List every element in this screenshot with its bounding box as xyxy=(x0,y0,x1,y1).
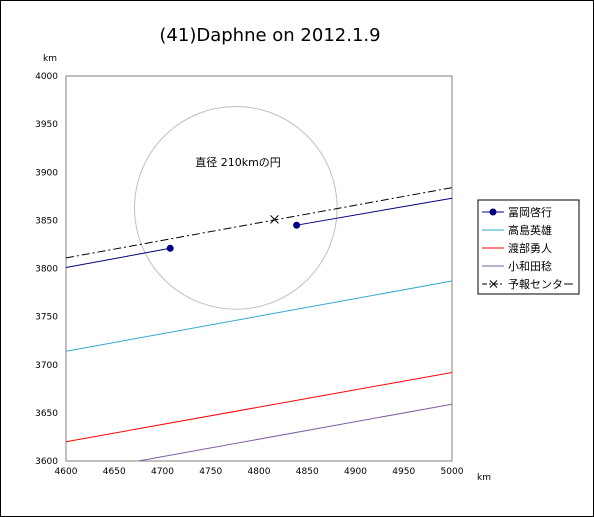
series-line xyxy=(138,403,452,461)
x-axis-label: km xyxy=(477,473,491,483)
center-cross-marker xyxy=(270,215,279,224)
y-tick-label: 4000 xyxy=(35,72,58,82)
series-layer xyxy=(66,187,452,461)
y-tick-label: 3650 xyxy=(35,409,58,419)
y-tick-label: 3950 xyxy=(35,120,58,130)
legend-label: 冨岡啓行 xyxy=(508,205,552,219)
legend-marker xyxy=(489,208,497,216)
chart-title: (41)Daphne on 2012.1.9 xyxy=(159,25,380,46)
y-tick-label: 3850 xyxy=(35,216,58,226)
x-tick-label: 4850 xyxy=(296,467,319,477)
y-tick-label: 3900 xyxy=(35,168,58,178)
series-line xyxy=(66,280,452,352)
x-tick-label: 4900 xyxy=(344,467,367,477)
y-tick-label: 3800 xyxy=(35,265,58,275)
diameter-circle xyxy=(134,106,338,310)
legend-label: 高島英雄 xyxy=(508,223,552,237)
circle-annotation: 直径 210kmの円 xyxy=(195,155,281,169)
legend-box xyxy=(477,199,580,295)
legend-label: 予報センター xyxy=(508,278,574,291)
x-tick-label: 4950 xyxy=(392,467,415,477)
x-tick-labels: 4600 4650 4700 4750 4800 4850 4900 4950 5000 xyxy=(55,467,464,477)
series-marker xyxy=(166,244,174,252)
x-tick-label: 4750 xyxy=(199,467,222,477)
y-tick-label: 3700 xyxy=(35,361,58,371)
series-marker xyxy=(293,221,301,229)
x-tick-label: 4700 xyxy=(151,467,174,477)
x-tick-label: 5000 xyxy=(441,467,464,477)
legend-label: 小和田稔 xyxy=(508,259,552,273)
x-tick-label: 4650 xyxy=(103,467,126,477)
legend-label: 渡部勇人 xyxy=(508,241,552,255)
x-tick-label: 4600 xyxy=(55,467,78,477)
series-line xyxy=(66,187,452,259)
series-line xyxy=(296,197,452,226)
x-tick-label: 4800 xyxy=(248,467,271,477)
series-line xyxy=(66,247,171,269)
plot-area xyxy=(65,75,453,462)
legend-marker xyxy=(489,280,498,288)
y-tick-labels: 3600 3650 3700 3750 3800 3850 3900 3950 4000 xyxy=(35,72,58,467)
y-tick-label: 3750 xyxy=(35,313,58,323)
y-tick-label: 3600 xyxy=(35,457,58,467)
y-axis-label: km xyxy=(43,54,57,64)
series-line xyxy=(66,371,452,443)
cross-stroke xyxy=(270,215,279,224)
